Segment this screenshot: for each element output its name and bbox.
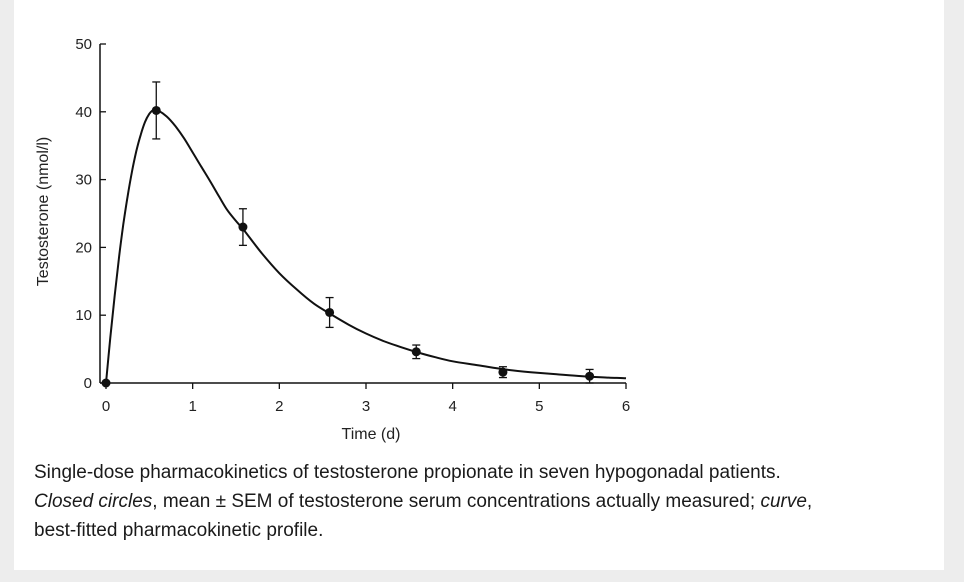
- figure-caption: Single-dose pharmacokinetics of testoste…: [34, 458, 944, 545]
- data-point: [238, 222, 248, 232]
- x-tick-label: 6: [622, 398, 630, 415]
- x-tick-label: 2: [275, 398, 283, 415]
- data-point: [498, 367, 508, 377]
- axes: [99, 44, 626, 384]
- y-tick-label: 20: [75, 239, 92, 256]
- y-tick-label: 10: [75, 307, 92, 324]
- caption-line-1: Single-dose pharmacokinetics of testoste…: [34, 462, 781, 483]
- data-points: [101, 105, 595, 388]
- data-point: [151, 105, 161, 115]
- y-ticks: 0 10 20 30 40 50: [75, 36, 106, 392]
- error-bars: [152, 81, 594, 384]
- data-point: [101, 378, 111, 388]
- data-point: [585, 371, 595, 381]
- y-tick-label: 0: [84, 375, 92, 392]
- pharmacokinetics-chart: 0 10 20 30 40 50 0 1 2 3 4 5 6 Time (d) Testosteron…: [35, 36, 630, 443]
- x-tick-label: 5: [535, 398, 543, 415]
- y-axis-label: Testosterone (nmol/l): [35, 137, 52, 286]
- x-tick-label: 1: [188, 398, 196, 415]
- caption-text-3: ,: [806, 491, 813, 512]
- caption-line-3: best-fitted pharmacokinetic profile.: [34, 520, 324, 541]
- x-tick-label: 0: [102, 398, 110, 415]
- y-tick-label: 40: [75, 104, 92, 121]
- data-point: [325, 307, 335, 317]
- x-axis-label: Time (d): [342, 426, 401, 443]
- x-tick-label: 3: [362, 398, 370, 415]
- fitted-curve: [105, 108, 627, 384]
- data-point: [411, 347, 421, 357]
- caption-line-2: Closed circles, mean ± SEM of testostero…: [34, 487, 944, 516]
- caption-text-2: , mean ± SEM of testosterone serum conce…: [152, 491, 761, 512]
- x-ticks: 0 1 2 3 4 5 6: [102, 383, 630, 415]
- figure-panel: [14, 0, 944, 570]
- caption-term-curve: curve: [760, 491, 807, 512]
- y-tick-label: 30: [75, 172, 92, 189]
- x-tick-label: 4: [448, 398, 456, 415]
- y-tick-label: 50: [75, 36, 92, 53]
- caption-term-closed-circles: Closed circles: [34, 491, 153, 512]
